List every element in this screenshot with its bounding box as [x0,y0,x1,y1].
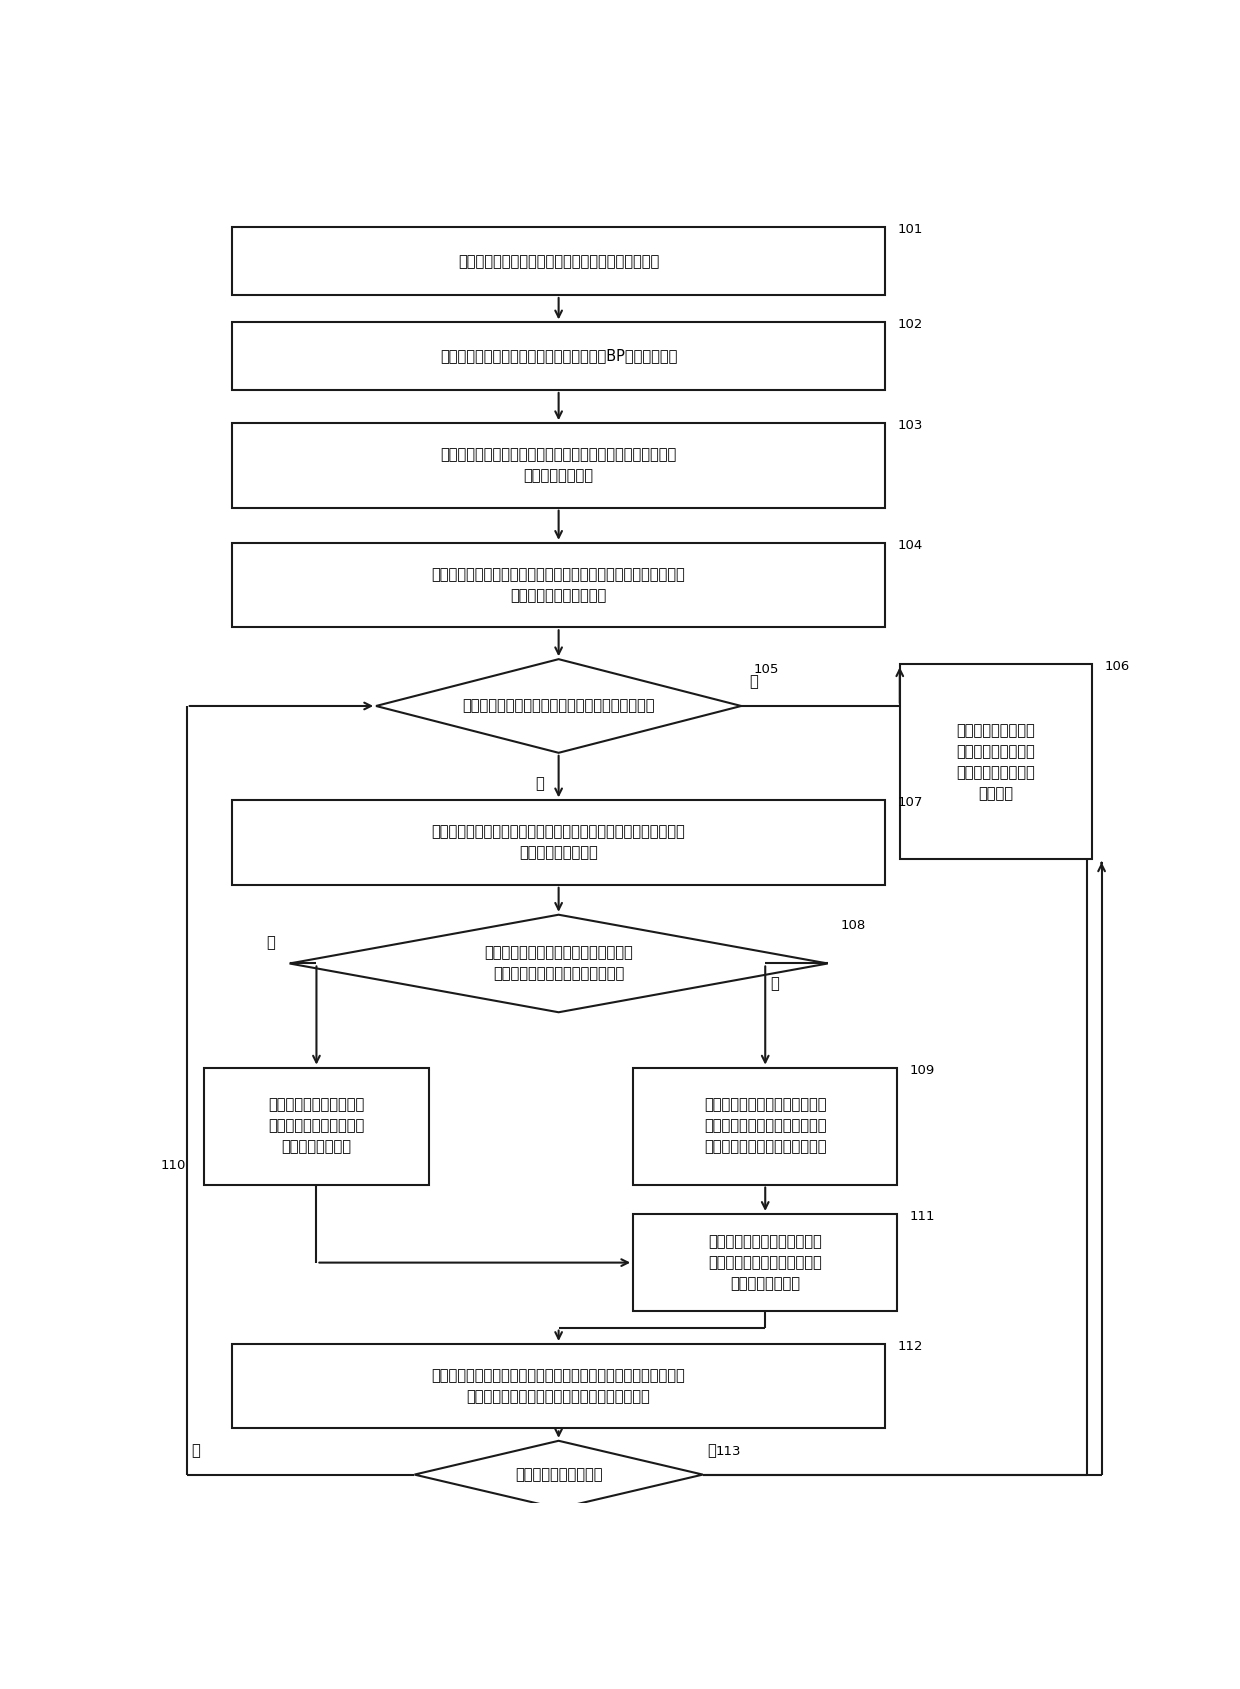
Text: 109: 109 [910,1064,935,1076]
Text: 迭代次数小于迭代阈值: 迭代次数小于迭代阈值 [515,1468,603,1483]
Text: 111: 111 [910,1209,935,1223]
Text: 否: 否 [267,936,275,951]
Text: 104: 104 [898,539,923,552]
Bar [634,1067,898,1184]
Text: 是: 是 [770,976,779,991]
Text: 103: 103 [898,419,924,432]
Text: 105: 105 [754,664,779,676]
Polygon shape [376,659,742,753]
Text: 101: 101 [898,223,924,236]
Text: 计算水波群中每个多维水波的适应度值，并选出适应度值最大的多
维水波作为当前最优水波: 计算水波群中每个多维水波的适应度值，并选出适应度值最大的多 维水波作为当前最优水… [432,568,686,603]
Bar [232,1344,885,1429]
Text: 获取训练样本集，所述训练样本集包括若干训练样本: 获取训练样本集，所述训练样本集包括若干训练样本 [458,253,660,269]
Text: 否: 否 [708,1442,717,1458]
Bar [232,801,885,885]
Bar [232,542,885,627]
Text: 保留水波群中与传播处理
后的多维水波对应的传播
处理前的多维水波: 保留水波群中与传播处理 后的多维水波对应的传播 处理前的多维水波 [268,1098,365,1155]
Text: 用传播处理后的多维水波代替水
波群中与传播处理后的多维水波
对应的传播处理前的多维水波；: 用传播处理后的多维水波代替水 波群中与传播处理后的多维水波 对应的传播处理前的多… [704,1098,827,1155]
Polygon shape [289,915,828,1012]
Bar [232,424,885,508]
Text: 112: 112 [898,1339,924,1353]
Text: 否: 否 [534,777,544,790]
Text: 108: 108 [841,919,866,932]
Bar [900,664,1092,860]
Bar [634,1214,898,1311]
Text: 102: 102 [898,319,924,331]
Text: 根据各个所述训练样本的的相关度获取多个BP神经网络权值: 根据各个所述训练样本的的相关度获取多个BP神经网络权值 [440,348,677,363]
Text: 106: 106 [1105,660,1130,674]
Bar [203,1067,429,1184]
Text: 根据当前最优水波的
位置确定所述预选文
本特征集的最优文本
特征向量: 根据当前最优水波的 位置确定所述预选文 本特征集的最优文本 特征向量 [956,723,1035,801]
Text: 根据各个所述第二判断结果更
新所述水波群，并更新所述水
波群的迭代次数；: 根据各个所述第二判断结果更 新所述水波群，并更新所述水 波群的迭代次数； [708,1235,822,1290]
Text: 构建包括若干多维水波的水波群，并初始化各所述多维水波的
位置、波高和波长: 构建包括若干多维水波的水波群，并初始化各所述多维水波的 位置、波高和波长 [440,448,677,483]
Text: 113: 113 [715,1444,740,1458]
Bar [232,228,885,296]
Bar [232,323,885,390]
Text: 计算更新后的水波群中的每个多维水波的适应度值，并将更新后的
适应度值最大的多维水波作为当前最优多维水波: 计算更新后的水波群中的每个多维水波的适应度值，并将更新后的 适应度值最大的多维水… [432,1368,686,1404]
Polygon shape [414,1441,703,1508]
Text: 是: 是 [749,674,758,689]
Text: 当前最优水波的适应度值大于或者等于适应度阈值: 当前最优水波的适应度值大于或者等于适应度阈值 [463,699,655,713]
Text: 107: 107 [898,797,924,809]
Text: 110: 110 [160,1159,186,1172]
Text: 传播处理后的多维水波的适应度值大于
传播处理前的多维水波的适应度值: 传播处理后的多维水波的适应度值大于 传播处理前的多维水波的适应度值 [485,946,632,981]
Text: 是: 是 [191,1442,201,1458]
Text: 对水波群中的各多维水波进行传播处理，并计算所述传播处理后的
多维水波的适应度值: 对水波群中的各多维水波进行传播处理，并计算所述传播处理后的 多维水波的适应度值 [432,824,686,860]
